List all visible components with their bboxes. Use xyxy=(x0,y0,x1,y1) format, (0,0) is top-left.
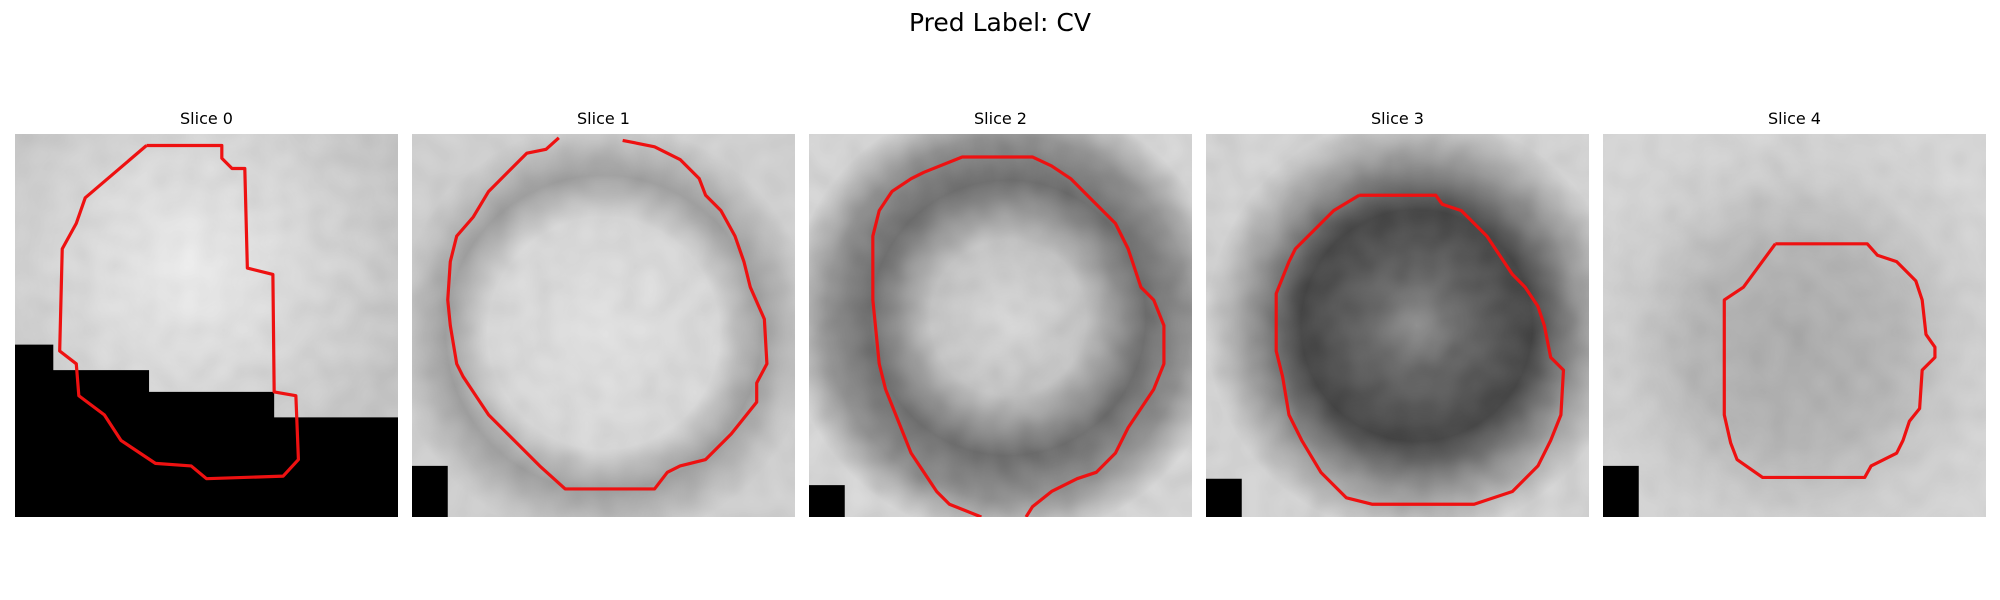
panel-slice-2: Slice 2 xyxy=(809,108,1192,130)
slice-image xyxy=(809,134,1192,517)
panel-title: Slice 3 xyxy=(1206,108,1589,130)
figure-title: Pred Label: CV xyxy=(0,6,2000,40)
panel-title: Slice 1 xyxy=(412,108,795,130)
panel-title: Slice 2 xyxy=(809,108,1192,130)
panel-slice-4: Slice 4 xyxy=(1603,108,1986,130)
slice-image xyxy=(15,134,398,517)
mask-region xyxy=(1603,466,1639,517)
slice-image xyxy=(1603,134,1986,517)
slice-image xyxy=(412,134,795,517)
mask-region xyxy=(412,466,448,517)
mask-region xyxy=(809,485,845,517)
panel-title: Slice 4 xyxy=(1603,108,1986,130)
panel-title: Slice 0 xyxy=(15,108,398,130)
panel-slice-3: Slice 3 xyxy=(1206,108,1589,130)
slice-image xyxy=(1206,134,1589,517)
panel-slice-0: Slice 0 xyxy=(15,108,398,130)
mask-region xyxy=(1206,479,1242,517)
panel-slice-1: Slice 1 xyxy=(412,108,795,130)
